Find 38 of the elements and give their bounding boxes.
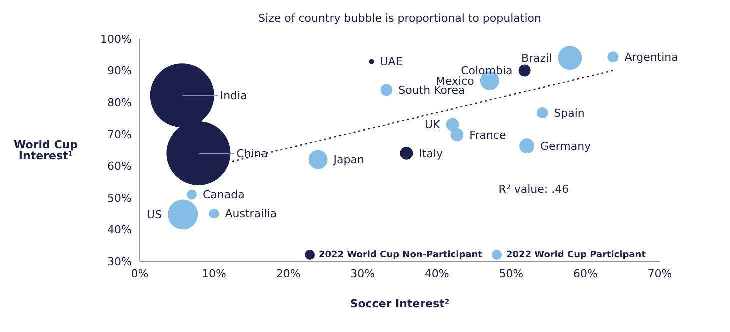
x-tick-label: 50% [499,267,524,280]
annotation: France [470,128,506,142]
y-tick-label: 40% [108,224,132,237]
legend-label: 2022 World Cup Participant [506,250,646,260]
y-tick-label: 80% [108,96,132,110]
x-tick-label: 0% [131,267,149,280]
chart-title: Size of country bubble is proportional to population [258,12,542,25]
x-axis-title: Soccer Interest² [350,298,450,311]
y-axis-title: World Cup Interest¹ [14,138,78,163]
annotation: US [147,208,162,222]
annotation: China [236,147,268,160]
annotation: Italy [419,147,444,160]
y-tick-label: 90% [108,64,132,78]
annotation: Argentina [624,50,678,64]
annotation: Japan [332,154,364,167]
annotation: South Korea [398,84,466,98]
y-tick-label: 30% [108,255,132,268]
x-tick-label: 70% [648,267,672,280]
annotation: Austrailia [225,208,277,221]
x-tick-label: 30% [350,267,376,280]
annotation: UAE [380,56,403,69]
annotation: Brazil [521,52,552,65]
y-tick-label: 50% [108,192,132,205]
y-tick-label: 60% [108,160,132,174]
annotation: Canada [202,188,245,202]
x-tick-label: 10% [202,267,227,280]
y-tick-label: 70% [108,128,132,142]
x-tick-label: 20% [276,267,301,280]
annotation: UK [425,118,442,132]
legend-label: 2022 World Cup Non-Participant [319,250,482,260]
annotation: Germany [540,140,592,153]
y-tick-label: 100% [100,32,132,46]
annotation: Colombia [461,64,513,78]
x-tick-label: 60% [573,267,598,280]
annotation: India [220,89,248,102]
annotation: R² value: .46 [498,183,570,196]
annotation: Spain [554,106,585,120]
x-tick-label: 40% [424,267,450,280]
